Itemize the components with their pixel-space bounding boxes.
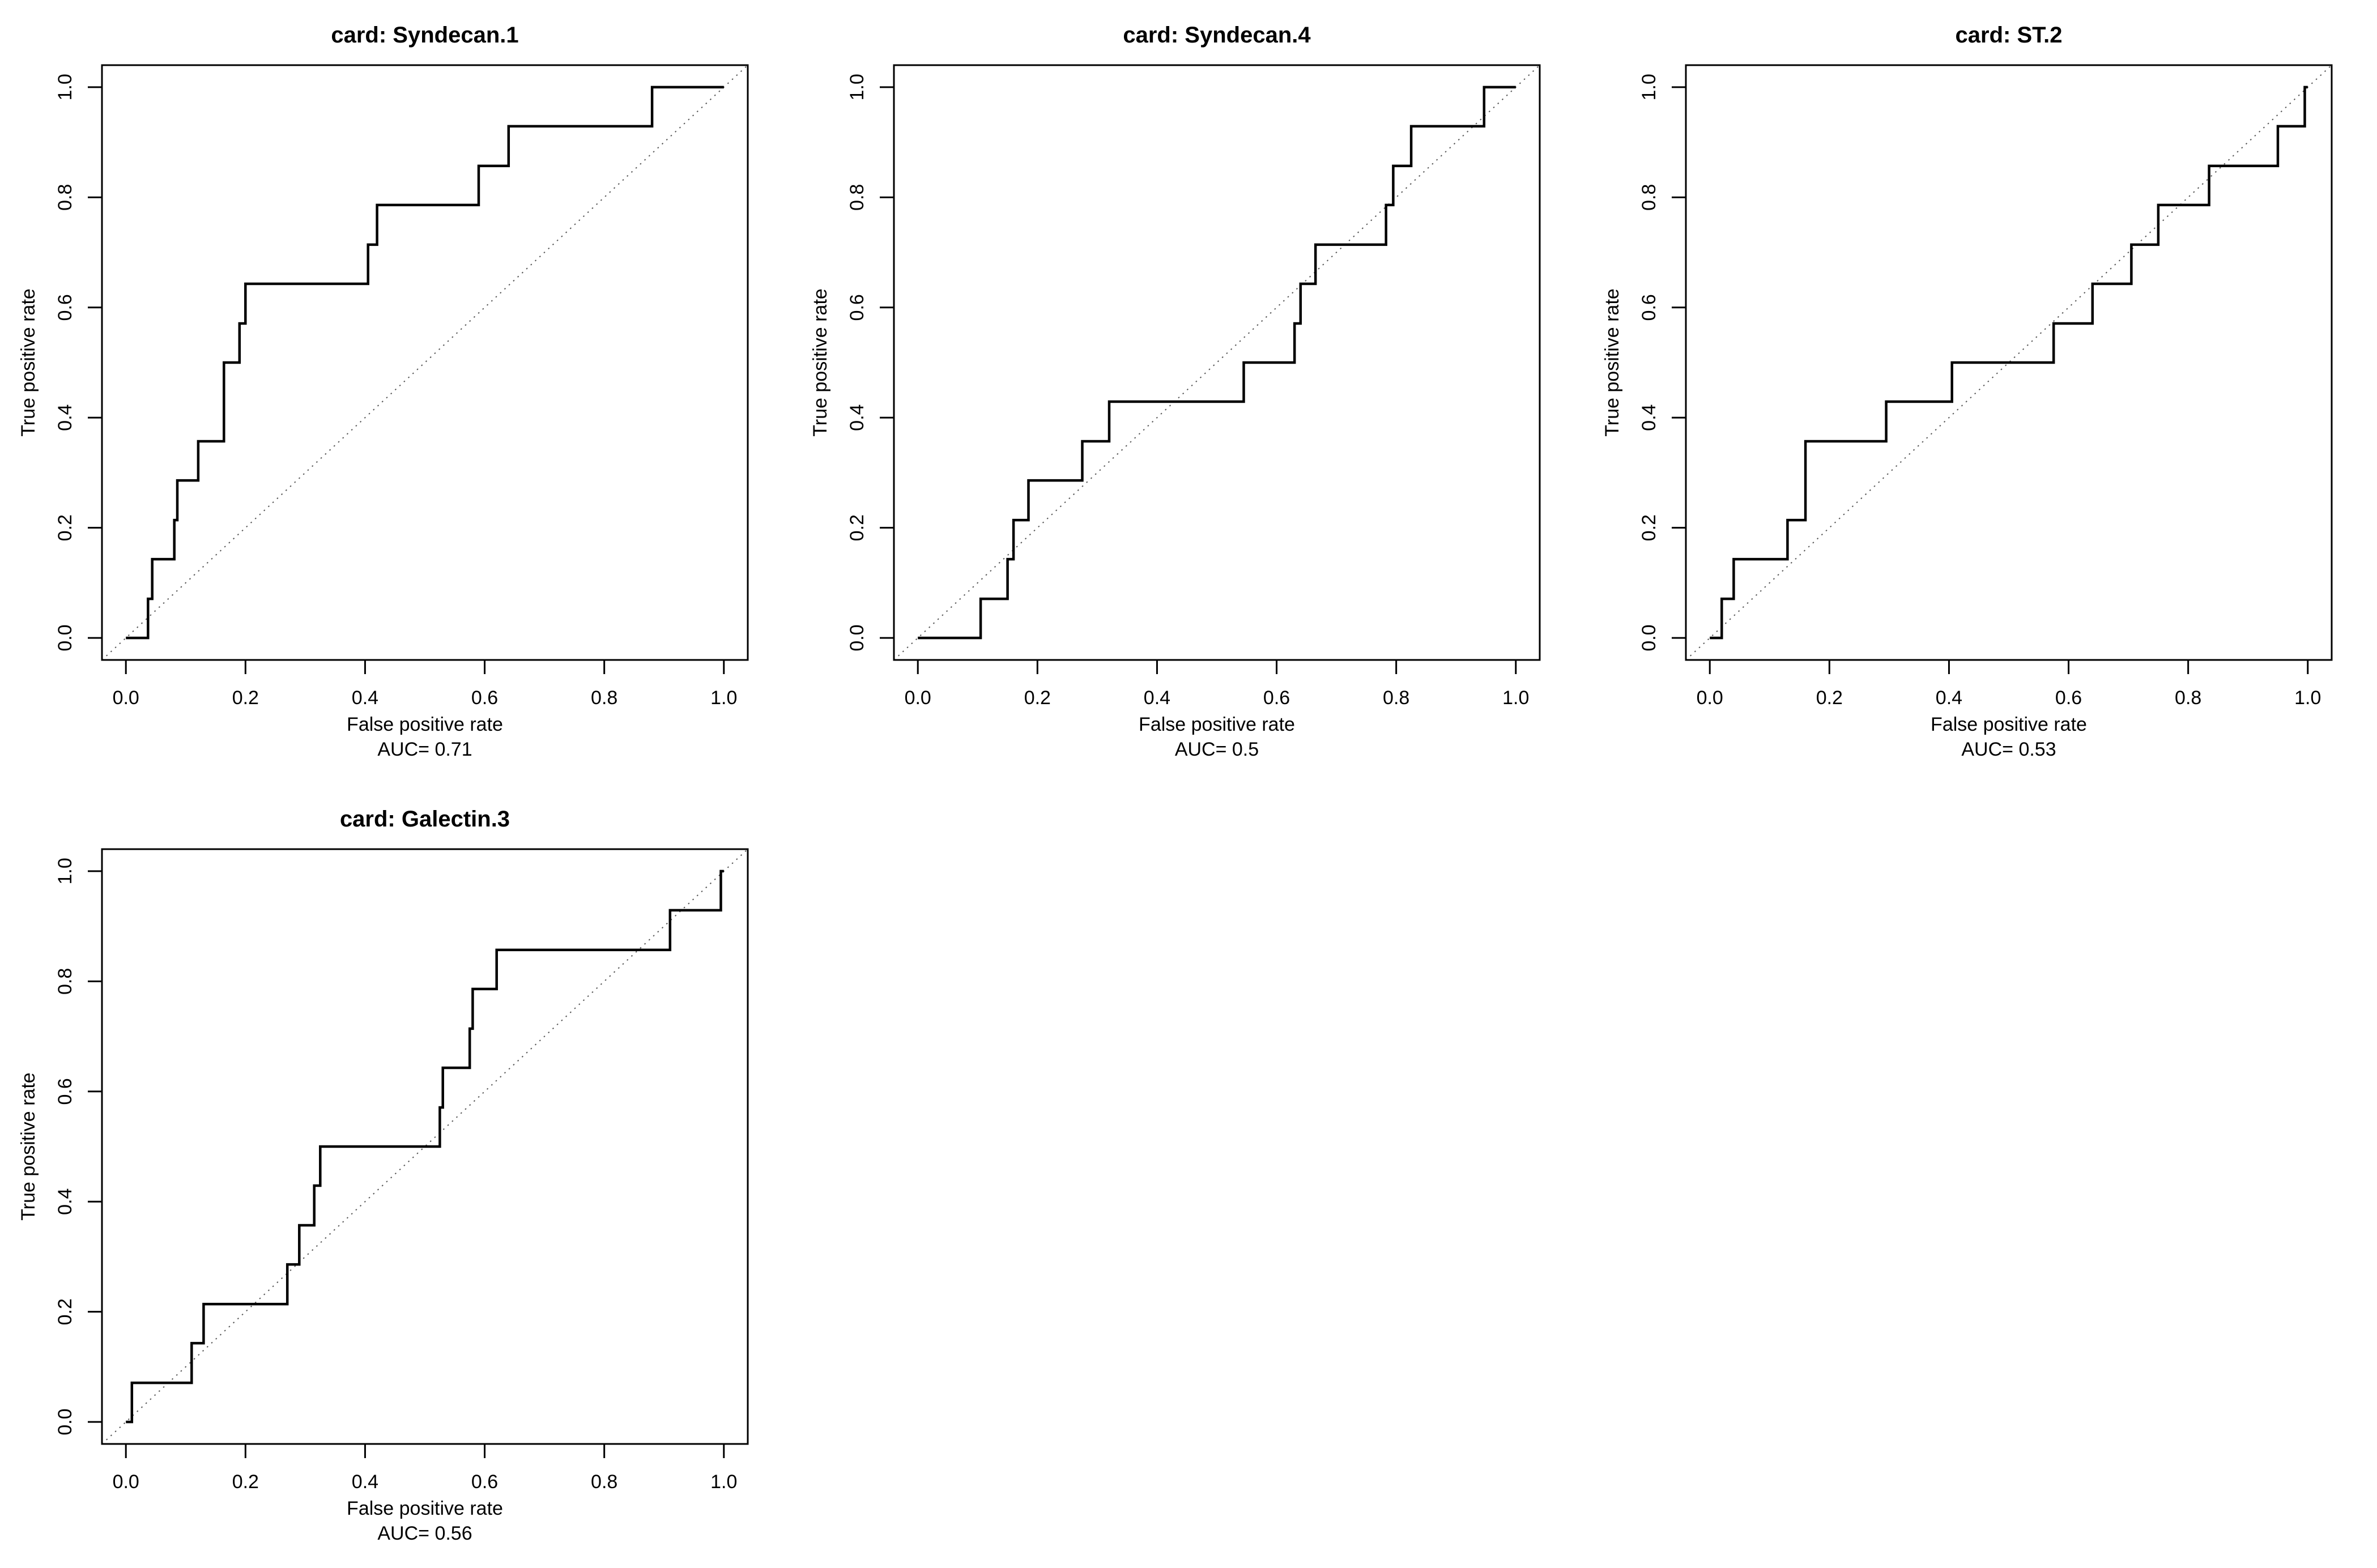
roc-plot-st-2: 0.0 0.2 0.4 0.6 0.8 1.0 0.0 0.2 0.4 0.6 0.8 1.0 [1638,64,2333,709]
x-tick-label: 0.0 [1697,687,1723,709]
x-tick-label: 0.8 [2175,687,2201,709]
panel-syndecan-4: card: Syndecan.4 True positive rate 0.0 0… [792,0,1584,784]
diagonal-reference-line [1685,65,2332,661]
plot-box [101,64,749,661]
roc-curve [918,86,1516,640]
roc-plot-syndecan-1: 0.0 0.2 0.4 0.6 0.8 1.0 0.0 0.2 0.4 0.6 0.8 1.0 [54,64,749,709]
x-tick-label: 0.4 [1936,687,1962,709]
x-axis-label: False positive rate [1931,714,2087,735]
x-axis-label: False positive rate [347,1498,503,1519]
x-tick-label: 0.8 [591,1471,617,1493]
y-tick-label: 1.0 [846,74,868,100]
y-tick-label: 0.8 [54,968,76,995]
diagonal-reference-line [101,65,748,661]
x-tick-label: 0.0 [113,687,139,709]
x-tick-label: 0.6 [471,1471,498,1493]
y-tick-label: 0.6 [846,294,868,321]
auc-annotation: AUC= 0.56 [377,1523,472,1544]
x-tick-label: 0.6 [2055,687,2082,709]
x-tick-label: 0.6 [471,687,498,709]
x-tick-label: 0.2 [232,687,259,709]
y-tick-label: 0.4 [54,404,76,431]
plot-box [1685,64,2333,661]
y-tick-label: 1.0 [54,74,76,100]
plot-box [893,64,1541,661]
x-tick-label: 0.4 [352,687,378,709]
panel-syndecan-1: card: Syndecan.1 True positive rate 0.0 0… [0,0,792,784]
x-tick-label: 0.2 [1024,687,1051,709]
x-tick-label: 1.0 [710,687,737,709]
x-axis-label: False positive rate [1139,714,1295,735]
auc-annotation: AUC= 0.53 [1961,739,2056,760]
x-tick-label: 1.0 [2294,687,2321,709]
y-tick-label: 0.2 [54,1298,76,1325]
y-tick-label: 0.2 [846,514,868,541]
auc-annotation: AUC= 0.5 [1174,739,1259,760]
panel-galectin-3: card: Galectin.3 True positive rate 0.0 0… [0,784,792,1568]
y-tick-label: 0.6 [54,294,76,321]
plot-title-syndecan-4: card: Syndecan.4 [1123,23,1311,48]
y-tick-label: 0.6 [1638,294,1660,321]
y-tick-label: 0.4 [54,1188,76,1215]
y-tick-label: 0.0 [54,624,76,651]
x-tick-label: 0.8 [591,687,617,709]
panel-st-2: card: ST.2 True positive rate 0.0 0.2 0.4 0… [1584,0,2376,784]
y-tick-label: 0.8 [54,184,76,211]
x-tick-label: 0.4 [352,1471,378,1493]
y-tick-label: 0.4 [1638,404,1660,431]
x-tick-label: 1.0 [1502,687,1529,709]
y-tick-label: 0.6 [54,1078,76,1105]
y-tick-label: 0.0 [54,1408,76,1435]
x-tick-label: 0.2 [232,1471,259,1493]
empty-panel [792,784,1584,1568]
y-tick-label: 0.8 [846,184,868,211]
x-axis-label: False positive rate [347,714,503,735]
y-tick-label: 0.0 [846,624,868,651]
y-tick-label: 0.2 [1638,514,1660,541]
x-tick-label: 0.8 [1383,687,1409,709]
y-tick-label: 0.0 [1638,624,1660,651]
x-tick-label: 0.2 [1816,687,1843,709]
y-tick-label: 1.0 [54,858,76,884]
plot-title-st-2: card: ST.2 [1955,23,2063,48]
plot-title-galectin-3: card: Galectin.3 [339,807,510,832]
roc-curve [126,86,724,640]
roc-plot-syndecan-4: 0.0 0.2 0.4 0.6 0.8 1.0 0.0 0.2 0.4 0.6 0.8 1.0 [846,64,1541,709]
plot-box [101,848,749,1445]
empty-panel [1584,784,2376,1568]
x-tick-label: 0.6 [1263,687,1290,709]
y-tick-label: 0.8 [1638,184,1660,211]
roc-curve [1710,86,2308,640]
plot-title-syndecan-1: card: Syndecan.1 [331,23,519,48]
x-tick-label: 0.0 [905,687,931,709]
diagonal-reference-line [893,65,1540,661]
x-tick-label: 1.0 [710,1471,737,1493]
x-tick-label: 0.0 [113,1471,139,1493]
roc-curve [126,870,724,1424]
y-tick-label: 0.4 [846,404,868,431]
diagonal-reference-line [101,849,748,1445]
x-tick-label: 0.4 [1144,687,1170,709]
y-tick-label: 0.2 [54,514,76,541]
auc-annotation: AUC= 0.71 [377,739,472,760]
y-tick-label: 1.0 [1638,74,1660,100]
roc-plot-galectin-3: 0.0 0.2 0.4 0.6 0.8 1.0 0.0 0.2 0.4 0.6 0.8 1.0 [54,848,749,1493]
